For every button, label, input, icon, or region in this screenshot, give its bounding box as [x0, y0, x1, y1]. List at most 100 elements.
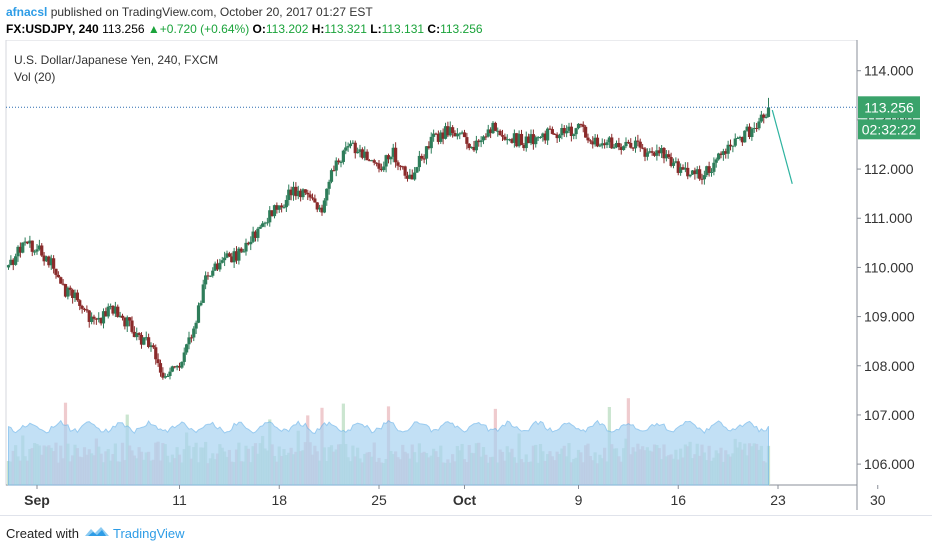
- candle: [180, 361, 184, 368]
- candle: [745, 126, 749, 131]
- candle: [125, 317, 129, 327]
- tradingview-brand-link[interactable]: TradingView: [113, 526, 185, 541]
- price-tick-label: 107.000: [864, 407, 915, 423]
- candle: [18, 246, 22, 253]
- time-tick-label: 16: [670, 492, 686, 508]
- candle: [52, 258, 56, 269]
- chart-title: U.S. Dollar/Japanese Yen, 240, FXCM: [14, 53, 218, 67]
- candle: [603, 143, 607, 146]
- candle: [698, 169, 702, 179]
- chart-area[interactable]: U.S. Dollar/Japanese Yen, 240, FXCM Vol …: [0, 39, 932, 510]
- candle: [714, 159, 718, 163]
- candle: [175, 365, 179, 368]
- candle: [291, 186, 296, 196]
- candle: [481, 136, 486, 141]
- candle: [396, 162, 400, 166]
- candle: [636, 140, 640, 142]
- candle: [139, 334, 144, 345]
- candle: [560, 128, 564, 136]
- candle: [470, 146, 474, 149]
- candle: [626, 141, 630, 143]
- open-value: 113.202: [265, 22, 309, 36]
- candle: [332, 170, 336, 172]
- candle: [676, 161, 680, 173]
- candle: [325, 188, 329, 201]
- close-value: 113.256: [440, 22, 483, 36]
- candle: [500, 135, 505, 137]
- tradingview-logo-icon[interactable]: [84, 524, 110, 540]
- candle: [465, 137, 469, 144]
- candle: [225, 253, 229, 258]
- candle: [586, 137, 590, 141]
- candle: [755, 127, 759, 129]
- candle: [80, 305, 84, 309]
- author-name[interactable]: afnacsl: [6, 5, 48, 19]
- candle: [59, 277, 63, 284]
- candle: [614, 142, 619, 148]
- candle: [517, 133, 521, 147]
- price-tick-label: 114.000: [864, 63, 914, 79]
- quote-line: FX:USDJPY, 240 113.256 ▲+0.720 (+0.64%) …: [6, 22, 483, 36]
- price-chart[interactable]: U.S. Dollar/Japanese Yen, 240, FXCM Vol …: [0, 39, 932, 510]
- candle: [204, 275, 208, 285]
- candle: [605, 142, 609, 146]
- candle: [21, 242, 25, 253]
- candle: [382, 166, 386, 171]
- candle: [446, 126, 450, 136]
- candle: [660, 147, 664, 154]
- candle: [740, 136, 744, 143]
- candle: [766, 107, 771, 117]
- low-value: 113.131: [381, 22, 425, 36]
- candle: [123, 317, 127, 327]
- candle: [555, 134, 559, 139]
- candle: [686, 167, 690, 177]
- candle: [612, 147, 616, 149]
- candle: [719, 153, 723, 155]
- candle: [422, 158, 426, 160]
- open-label: O:: [252, 22, 266, 36]
- candle: [764, 116, 768, 118]
- candle: [486, 129, 490, 137]
- candle: [681, 167, 685, 170]
- candle: [607, 137, 611, 143]
- candle: [671, 162, 676, 166]
- candle: [218, 262, 222, 270]
- candle: [747, 126, 752, 138]
- candle: [367, 160, 372, 162]
- candle: [208, 275, 212, 277]
- candle: [44, 256, 49, 262]
- candle: [130, 320, 134, 332]
- candle: [189, 337, 193, 339]
- candle: [629, 142, 633, 148]
- candle: [662, 147, 666, 159]
- candle: [679, 167, 683, 173]
- candle: [182, 352, 186, 362]
- created-with-label: Created with: [6, 526, 79, 541]
- candle: [688, 174, 692, 177]
- candle: [54, 268, 58, 275]
- candle: [429, 136, 433, 149]
- last-price: 113.256: [102, 22, 145, 36]
- candle: [275, 205, 279, 210]
- candle: [386, 155, 391, 160]
- candle: [534, 137, 538, 145]
- candle: [372, 160, 376, 163]
- candle: [398, 165, 402, 167]
- candle: [702, 175, 706, 180]
- publish-info: published on TradingView.com, October 20…: [50, 5, 373, 19]
- candle: [42, 255, 46, 262]
- candle: [246, 242, 250, 245]
- candle: [137, 333, 141, 335]
- volume-moving-average: [8, 419, 769, 486]
- candle: [196, 305, 201, 323]
- candle: [201, 284, 205, 303]
- candle: [344, 147, 348, 151]
- volume-bars: [6, 398, 771, 486]
- candle: [270, 210, 274, 217]
- candle: [353, 142, 357, 154]
- candle: [356, 151, 360, 154]
- candle: [244, 242, 248, 252]
- candle: [239, 248, 243, 252]
- time-tick-label: 25: [371, 492, 387, 508]
- candle: [462, 132, 467, 138]
